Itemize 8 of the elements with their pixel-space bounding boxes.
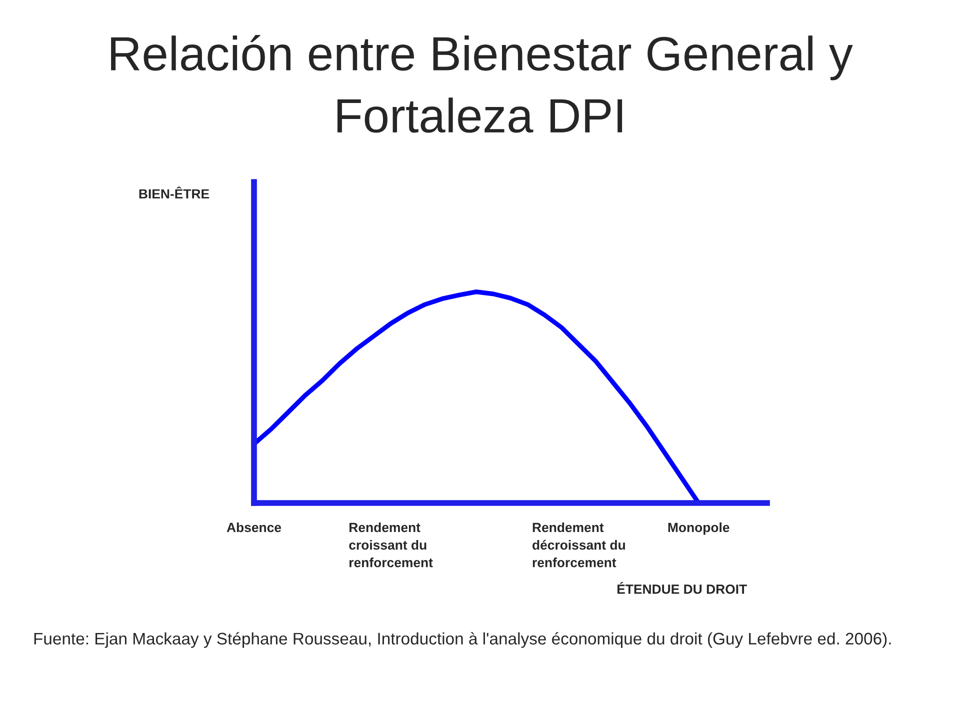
x-tick-label: Absence xyxy=(226,522,282,532)
x-tick-label: Rendement croissant du renforcement xyxy=(349,522,433,568)
x-tick-label: Monopole xyxy=(668,522,730,535)
chart-title: Relación entre Bienestar General y Fortaleza DPI xyxy=(111,35,853,133)
source-note: Fuente: Ejan Mackaay y Stéphane Rousseau, Introduction à l'analyse économique du droit (Guy Lefebvre ed. 2006). xyxy=(34,632,891,648)
text: BIEN-ÊTRE xyxy=(139,186,210,198)
x-tick-label: Rendement décroissant du renforcement xyxy=(532,522,625,568)
x-axis-title: ÉTENDUE DU DROIT xyxy=(617,582,747,594)
